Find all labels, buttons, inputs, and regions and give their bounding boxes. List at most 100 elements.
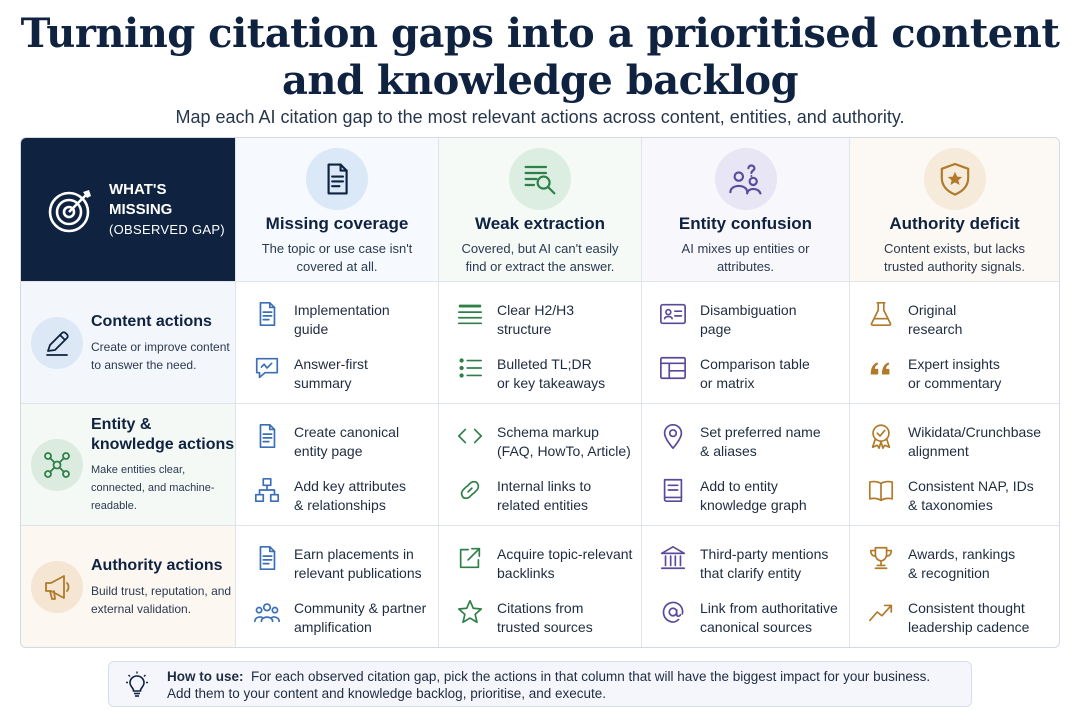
at-circle-icon	[658, 597, 688, 627]
row-description: Build trust, reputation, and external va…	[91, 583, 232, 616]
code-icon	[455, 421, 485, 451]
column-description: Covered, but AI can't easily find or ext…	[461, 241, 619, 274]
action-cell: Third-party mentions that clarify entity…	[642, 526, 850, 647]
badge-check-icon	[866, 421, 896, 451]
how-to-use-text-2: Add them to your content and knowledge b…	[167, 686, 607, 701]
document-icon	[252, 421, 282, 451]
action-cell: Disambiguation page Comparison table or m…	[642, 282, 850, 404]
magnify-lines-icon	[509, 148, 571, 210]
corner-label-line-3: (OBSERVED GAP)	[109, 221, 225, 237]
column-header-entity-confusion: Entity confusion AI mixes up entities or …	[642, 138, 850, 282]
action-label: Consistent thought leadership cadence	[908, 600, 1030, 635]
action-cell: Set preferred name & aliases Add to entit…	[642, 404, 850, 526]
column-description: Content exists, but lacks trusted author…	[884, 241, 1025, 274]
action-item: Create canonical entity page	[252, 421, 399, 461]
action-label: Clear H2/H3 structure	[497, 302, 575, 337]
action-cell: Original research Expert insights or comm…	[850, 282, 1059, 404]
action-label: Third-party mentions that clarify entity	[700, 546, 829, 581]
open-book-icon	[866, 475, 896, 505]
how-to-use-box: How to use: For each observed citation g…	[108, 661, 972, 707]
megaphone-icon	[31, 560, 83, 613]
action-cell: Awards, rankings & recognition Consistent…	[850, 526, 1059, 647]
corner-header: WHAT'S MISSING (OBSERVED GAP)	[21, 138, 236, 282]
hierarchy-icon	[252, 475, 282, 505]
target-icon	[48, 189, 91, 232]
corner-label-line-2: MISSING	[109, 200, 173, 218]
trophy-icon	[866, 543, 896, 573]
lightbulb-icon	[126, 671, 148, 697]
action-label: Create canonical entity page	[294, 424, 400, 459]
action-item: Consistent thought leadership cadence	[866, 597, 1029, 637]
column-title: Weak extraction	[474, 214, 606, 233]
action-item: Wikidata/Crunchbase alignment	[866, 421, 1041, 461]
action-item: Comparison table or matrix	[658, 353, 810, 393]
people-question-icon	[714, 148, 777, 210]
action-label: Answer-first summary	[294, 356, 368, 391]
how-to-use-text-1: For each observed citation gap, pick the…	[251, 669, 931, 684]
action-cell: Schema markup (FAQ, HowTo, Article) Inter…	[439, 404, 642, 526]
action-label: Original research	[908, 302, 963, 337]
action-cell: Wikidata/Crunchbase alignment Consistent …	[850, 404, 1059, 526]
action-label: Schema markup (FAQ, HowTo, Article)	[497, 424, 631, 459]
action-item: Add key attributes & relationships	[252, 475, 406, 515]
action-item: Internal links to related entities	[455, 475, 591, 515]
action-cell: Acquire topic-relevant backlinks Citation…	[439, 526, 642, 647]
action-item: Original research	[866, 299, 962, 339]
title-line-1: Turning citation gaps into a prioritised…	[20, 10, 1060, 57]
action-label: Citations from trusted sources	[497, 600, 593, 635]
action-label: Add to entity knowledge graph	[700, 478, 807, 513]
network-icon	[31, 438, 83, 491]
action-item: Implementation guide	[252, 299, 390, 339]
shield-star-icon	[923, 148, 986, 210]
column-header-authority-deficit: Authority deficit Content exists, but lac…	[850, 138, 1059, 282]
column-header-missing-coverage: Missing coverage The topic or use case is…	[236, 138, 439, 282]
action-item: Answer-first summary	[252, 353, 368, 393]
external-link-icon	[455, 543, 485, 573]
row-header-content-actions: Content actions Create or improve content…	[21, 282, 236, 404]
row-header-entity-knowledge-actions: Entity & knowledge actions Make entities …	[21, 404, 236, 526]
action-item: Clear H2/H3 structure	[455, 299, 574, 339]
action-label: Add key attributes & relationships	[294, 478, 407, 513]
action-item: Awards, rankings & recognition	[866, 543, 1015, 583]
document-icon	[252, 543, 282, 573]
column-description: AI mixes up entities or attributes.	[681, 241, 810, 274]
action-label: Acquire topic-relevant backlinks	[497, 546, 633, 581]
heading-lines-icon	[455, 299, 485, 329]
action-label: Link from authoritative canonical source…	[700, 600, 838, 635]
action-cell: Implementation guide Answer-first summary	[236, 282, 439, 404]
how-to-use-label: How to use:	[167, 669, 244, 684]
corner-label-line-1: WHAT'S	[109, 180, 167, 198]
column-title: Entity confusion	[678, 214, 813, 233]
chat-bubble-icon	[252, 353, 282, 383]
trend-up-icon	[866, 597, 896, 627]
column-header-weak-extraction: Weak extraction Covered, but AI can't eas…	[439, 138, 642, 282]
row-description: Make entities clear, connected, and mach…	[91, 463, 215, 512]
action-item: Set preferred name & aliases	[658, 421, 821, 461]
title-line-2: and knowledge backlog	[281, 57, 799, 104]
action-cell: Earn placements in relevant publications…	[236, 526, 439, 647]
action-label: Comparison table or matrix	[700, 356, 810, 391]
action-label: Consistent NAP, IDs & taxonomies	[908, 478, 1034, 513]
column-title: Missing coverage	[265, 214, 409, 233]
action-item: Bulleted TL;DR or key takeaways	[455, 353, 605, 393]
action-label: Wikidata/Crunchbase alignment	[908, 424, 1042, 459]
page-subtitle: Map each AI citation gap to the most rel…	[175, 107, 905, 127]
row-title: Content actions	[91, 312, 212, 330]
page-title: Turning citation gaps into a prioritised…	[0, 10, 1080, 104]
action-item: Expert insights or commentary	[866, 353, 1001, 393]
column-description: The topic or use case isn't covered at a…	[261, 241, 413, 274]
document-icon	[252, 299, 282, 329]
action-label: Set preferred name & aliases	[700, 424, 821, 459]
action-item: Acquire topic-relevant backlinks	[455, 543, 632, 583]
institution-icon	[658, 543, 688, 573]
row-header-authority-actions: Authority actions Build trust, reputation…	[21, 526, 236, 647]
action-item: Community & partner amplification	[252, 597, 426, 637]
book-icon	[658, 475, 688, 505]
action-label: Bulleted TL;DR or key takeaways	[497, 356, 606, 391]
action-item: Consistent NAP, IDs & taxonomies	[866, 475, 1034, 515]
row-description: Create or improve content to answer the …	[91, 339, 230, 372]
backlog-matrix: WHAT'S MISSING (OBSERVED GAP) Missing co…	[20, 137, 1060, 648]
link-icon	[455, 475, 485, 505]
action-cell: Clear H2/H3 structure Bulleted TL;DR or k…	[439, 282, 642, 404]
action-item: Link from authoritative canonical source…	[658, 597, 838, 637]
